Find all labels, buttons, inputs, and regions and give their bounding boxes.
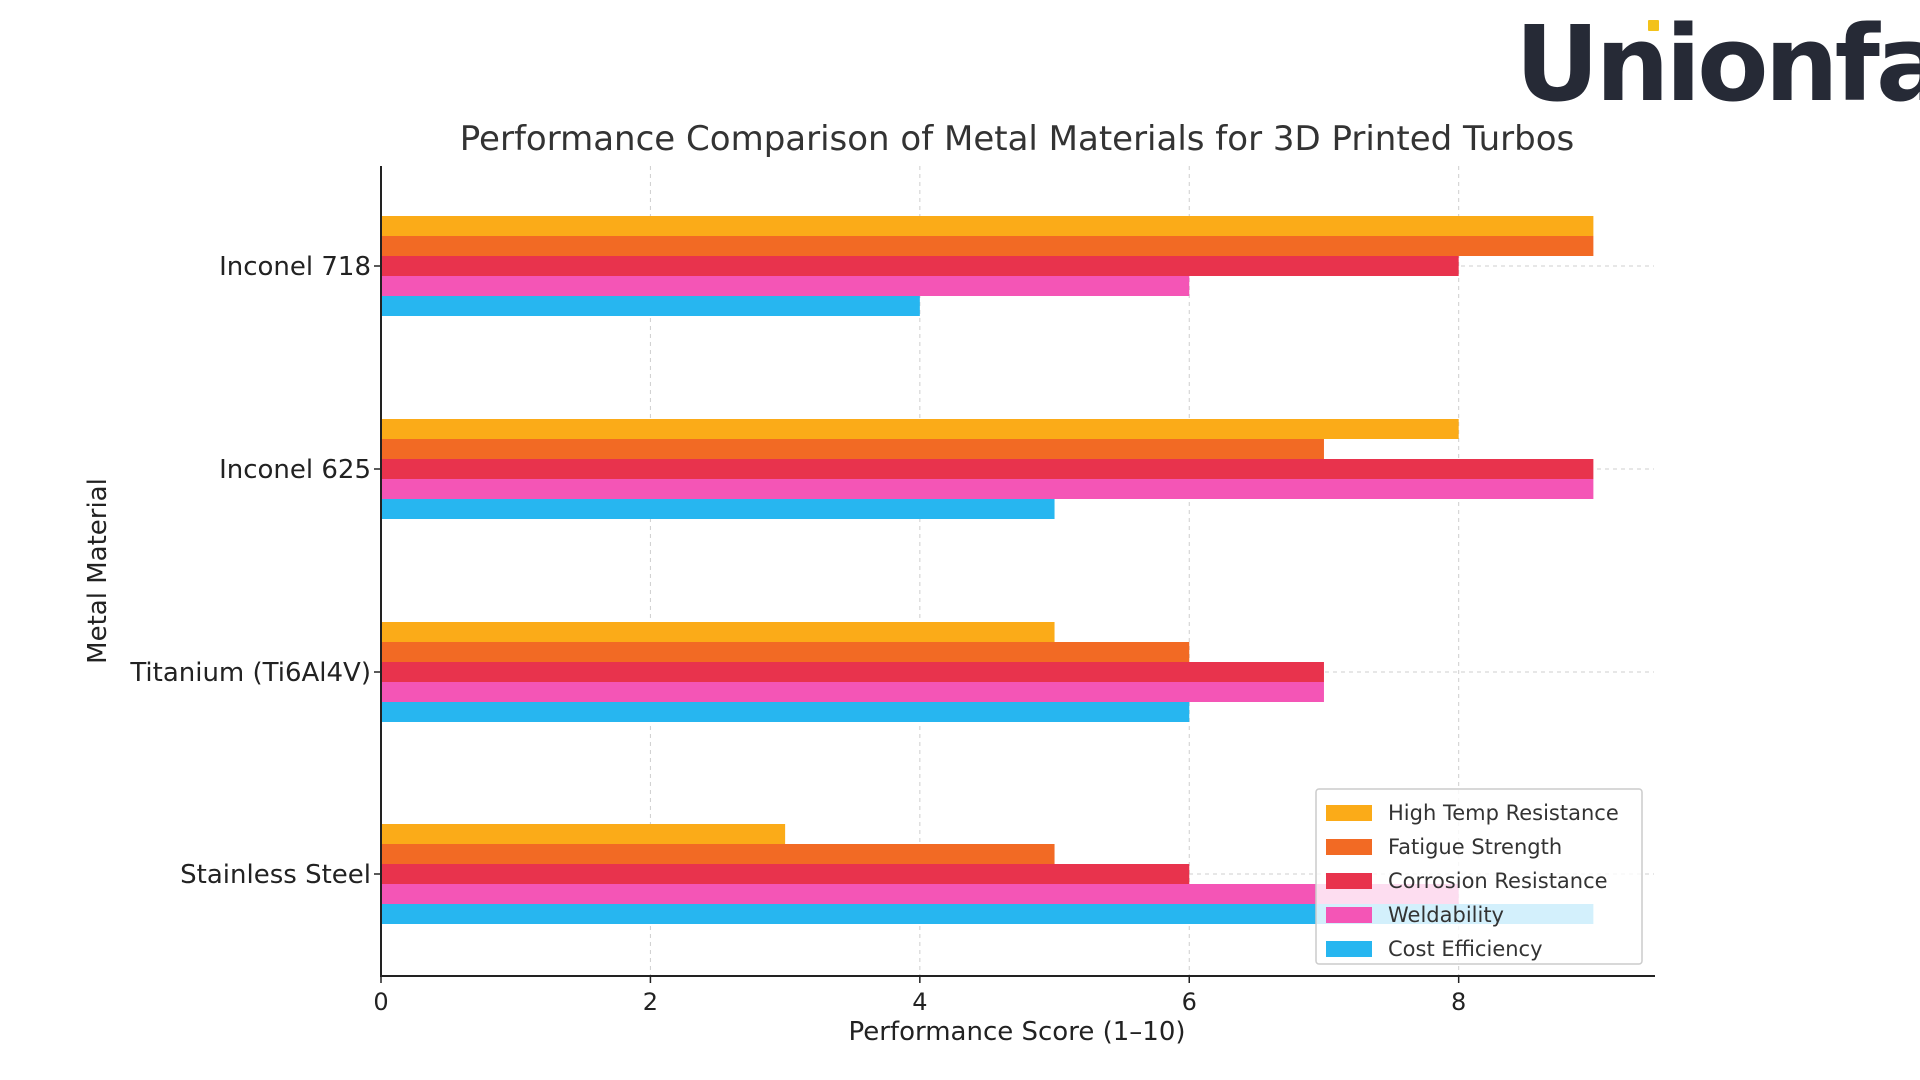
bar <box>381 216 1594 236</box>
bar <box>381 499 1055 519</box>
bar <box>381 256 1459 276</box>
bar <box>381 459 1594 479</box>
bar <box>381 702 1190 722</box>
legend-swatch <box>1326 941 1372 957</box>
bar <box>381 864 1190 884</box>
bar <box>381 419 1459 439</box>
legend: High Temp Resistance Fatigue Strength Corr… <box>1315 788 1643 965</box>
bar <box>381 662 1324 682</box>
bar <box>381 479 1594 499</box>
unionfab-logo: Unionfab <box>1515 8 1920 120</box>
bar <box>381 682 1324 702</box>
x-axis-label: Performance Score (1–10) <box>848 1017 1185 1047</box>
bar <box>381 904 1594 924</box>
legend-label: High Temp Resistance <box>1388 801 1619 825</box>
legend-swatch <box>1326 873 1372 889</box>
legend-label: Cost Efficiency <box>1388 937 1543 961</box>
axes <box>380 166 1655 977</box>
bar <box>381 884 1459 904</box>
bar <box>381 276 1190 296</box>
logo-accent-dot <box>1648 20 1659 31</box>
bar <box>381 642 1190 662</box>
x-tick-label: 6 <box>1182 988 1197 1016</box>
legend-box <box>1315 788 1643 965</box>
bar <box>381 844 1055 864</box>
bar <box>381 236 1594 256</box>
y-category-label: Inconel 718 <box>219 252 371 282</box>
bar <box>381 439 1324 459</box>
legend-label: Corrosion Resistance <box>1388 869 1608 893</box>
bars-group <box>381 216 1594 924</box>
logo-text: Unionfab <box>1515 3 1920 125</box>
bar <box>381 824 786 844</box>
y-category-label: Inconel 625 <box>219 455 371 485</box>
chart-title: Performance Comparison of Metal Material… <box>460 119 1574 159</box>
legend-swatch <box>1326 805 1372 821</box>
y-axis-label: Metal Material <box>83 478 113 664</box>
y-category-label: Titanium (Ti6Al4V) <box>129 658 371 688</box>
legend-label: Fatigue Strength <box>1388 835 1562 859</box>
y-category-labels: Inconel 718 Inconel 625 Titanium (Ti6Al4V)… <box>129 252 381 890</box>
x-tick-label: 2 <box>643 988 658 1016</box>
x-tick-label: 4 <box>912 988 927 1016</box>
x-tick-labels: 0 2 4 6 8 <box>373 976 1466 1016</box>
legend-swatch <box>1326 907 1372 923</box>
bar <box>381 296 920 316</box>
legend-swatch <box>1326 839 1372 855</box>
x-tick-label: 8 <box>1451 988 1466 1016</box>
legend-label: Weldability <box>1388 903 1504 927</box>
y-category-label: Stainless Steel <box>180 860 371 890</box>
bar <box>381 622 1055 642</box>
x-tick-label: 0 <box>373 988 388 1016</box>
